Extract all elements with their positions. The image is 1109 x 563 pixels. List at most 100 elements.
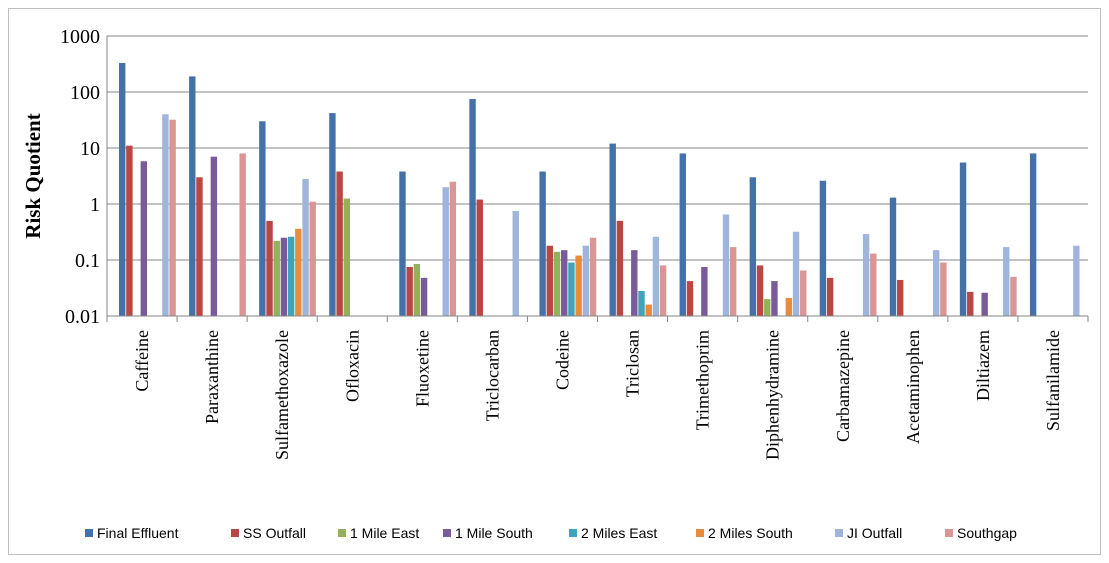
bar [609,143,616,316]
bar [273,240,280,316]
y-tick-label: 10 [80,138,100,160]
y-axis-label: Risk Quotient [21,113,45,238]
y-tick-label: 0.01 [65,306,100,328]
y-tick-labels: 0.01 0.1 1 10 100 1000 [60,26,100,328]
legend-label: 2 Miles East [581,525,657,541]
bar [771,281,778,316]
bar [302,178,309,316]
bar [679,153,686,316]
bar [701,266,708,316]
bar [309,201,316,316]
bar [539,171,546,316]
x-tick-label: Fluoxetine [412,330,432,407]
bar [729,247,737,316]
x-tick-label: Trimethoprim [693,330,713,430]
legend-swatch [231,529,239,537]
bar [589,237,597,316]
legend-label: 2 Miles South [708,525,793,541]
axes [106,36,1089,322]
legend-swatch [696,529,704,537]
x-tick-label: Caffeine [132,330,152,392]
bar [210,156,218,316]
legend-label: Southgap [957,525,1017,541]
x-tick-label: Triclosan [623,330,643,397]
bar [575,255,582,316]
bar [1003,247,1010,316]
bar [568,262,575,316]
bar [546,245,554,316]
bar [287,236,295,316]
bar [932,250,940,316]
bar [295,228,302,316]
x-tick-label: Carbamazepine [833,330,853,442]
x-tick-label: Sulfanilamide [1043,330,1063,431]
chart-frame: 0.01 0.1 1 10 100 1000 Caffeine Paraxanthine Su… [8,8,1101,555]
bar [967,291,974,316]
bar [826,277,834,316]
bar [126,145,133,316]
bar [239,153,246,316]
bar [119,62,126,316]
bar [399,171,406,316]
bar [1073,245,1080,316]
bar [659,265,667,316]
bar [196,177,203,316]
bar [959,162,967,316]
legend-label: 1 Mile South [455,525,533,541]
bar [476,199,483,316]
bars [119,62,1080,316]
bar [764,299,771,316]
x-tick-label: Ofloxacin [342,330,362,402]
bar [1010,276,1017,316]
bar [189,76,196,316]
bar [442,187,449,316]
bar [686,281,694,316]
y-tick-label: 1000 [60,26,100,48]
bar [889,197,897,316]
y-tick-label: 100 [70,82,100,104]
bar [722,214,730,316]
bar [336,171,343,316]
bar [266,220,273,316]
bar [940,262,947,316]
bar [343,198,351,316]
x-tick-label: Codeine [552,330,572,390]
bar [449,181,457,316]
bar [749,177,757,316]
x-tick-label: Triclocarban [482,330,502,421]
legend-swatch [443,529,451,537]
bar [420,277,428,316]
bar [406,266,413,316]
bar [638,290,645,316]
bar [1029,153,1037,316]
bar [616,220,624,316]
bar [561,250,568,316]
bar [896,279,904,316]
legend-label: 1 Mile East [350,525,419,541]
bar [582,245,590,316]
bar [140,161,147,316]
x-tick-label: Diphenhydramine [763,330,783,460]
bar [800,270,807,316]
bar [259,121,266,316]
legend-swatch [835,529,843,537]
bar [870,253,877,316]
legend-label: Final Effluent [97,525,179,541]
risk-quotient-chart: 0.01 0.1 1 10 100 1000 Caffeine Paraxanthine Su… [21,26,1089,541]
x-tick-label: Acetaminophen [903,330,923,444]
bar [785,297,793,316]
bar [819,180,827,316]
bar [792,231,800,316]
legend-swatch [85,529,93,537]
bar [512,210,519,316]
bar [862,234,870,316]
y-tick-label: 0.1 [75,250,100,272]
bar [280,237,288,316]
legend-label: JI Outfall [847,525,902,541]
bar [162,114,169,316]
bar [469,98,476,316]
bar [981,292,988,316]
bar [169,119,176,316]
bar [631,250,638,316]
y-tick-label: 1 [90,194,100,216]
